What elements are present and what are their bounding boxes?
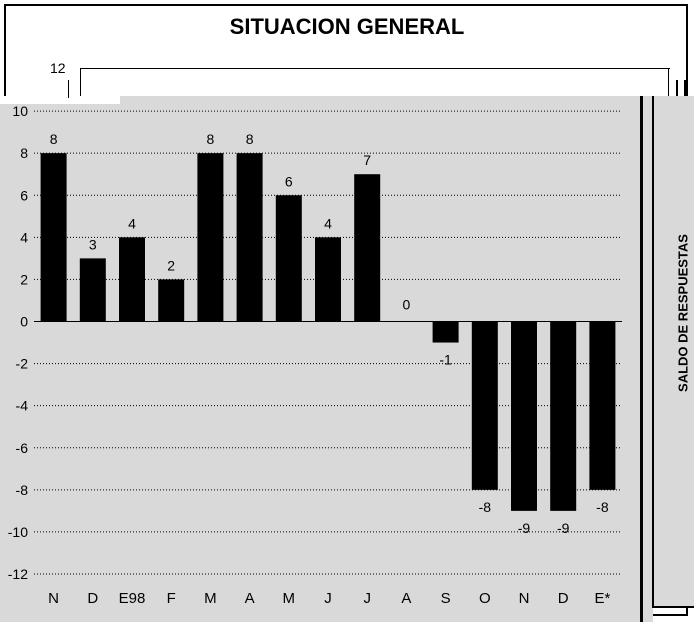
data-label: -8 <box>596 499 609 515</box>
x-tick-label: E98 <box>119 590 146 607</box>
data-label: 7 <box>363 152 371 168</box>
x-tick-label: A <box>401 590 411 607</box>
x-tick-label: M <box>204 590 217 607</box>
bar <box>119 237 145 322</box>
data-label: 3 <box>89 236 97 252</box>
data-label: 4 <box>324 215 332 231</box>
bar <box>197 153 224 322</box>
bar <box>79 258 106 322</box>
bar <box>511 321 537 511</box>
bar <box>354 174 381 322</box>
chart-title: SITUACION GENERAL <box>229 14 465 39</box>
frame-tick <box>668 68 669 98</box>
data-label: 2 <box>167 257 175 273</box>
data-label: 4 <box>128 215 136 231</box>
y-tick-label: -8 <box>16 482 29 498</box>
y-tick-label: 8 <box>20 145 28 161</box>
x-tick-label: A <box>245 590 255 607</box>
x-tick-label: N <box>48 590 59 607</box>
bar <box>432 321 459 343</box>
data-label: 0 <box>403 297 411 313</box>
x-tick-label: J <box>324 590 332 607</box>
frame-tick <box>676 80 678 100</box>
data-label: -9 <box>518 520 531 536</box>
right-gap <box>642 96 653 622</box>
y-tick-label: -10 <box>8 524 28 540</box>
y-tick-label: 6 <box>20 187 28 203</box>
y-axis-label-panel <box>652 96 694 608</box>
y-tick-label: 0 <box>20 314 28 330</box>
frame-tick <box>684 80 686 100</box>
x-tick-label: O <box>479 590 491 607</box>
bar <box>158 279 185 322</box>
data-label: -8 <box>479 499 492 515</box>
x-tick-label: D <box>558 590 569 607</box>
bar <box>40 153 67 322</box>
data-label: -1 <box>439 352 452 368</box>
y-tick-label: -6 <box>16 440 29 456</box>
bar <box>236 153 263 322</box>
y-tick-label: 2 <box>20 271 28 287</box>
bar <box>471 321 498 490</box>
x-tick-label: D <box>87 590 98 607</box>
data-label: 6 <box>285 173 293 189</box>
x-tick-label: N <box>519 590 530 607</box>
x-tick-label: E* <box>594 590 610 607</box>
bar <box>315 237 341 322</box>
frame-top-line <box>80 68 670 69</box>
y-tick-label: -12 <box>8 566 28 582</box>
y-tick-label: -2 <box>16 356 29 372</box>
y-tick-label: 4 <box>20 229 28 245</box>
frame-tick <box>4 80 6 100</box>
plot-area-notch <box>0 96 120 104</box>
y-axis-top-line <box>68 80 69 98</box>
bar <box>550 321 577 511</box>
data-label: 8 <box>50 131 58 147</box>
data-label: -9 <box>557 520 570 536</box>
bar <box>275 195 302 322</box>
data-label: 8 <box>207 131 215 147</box>
x-tick-label: J <box>363 590 371 607</box>
x-tick-label: S <box>441 590 451 607</box>
y-tick-label: -4 <box>16 398 29 414</box>
x-tick-label: M <box>283 590 296 607</box>
frame-tick <box>80 68 81 98</box>
x-tick-label: F <box>167 590 176 607</box>
bar <box>589 321 616 490</box>
y-tick-label: 10 <box>12 103 28 119</box>
y-tick-label-top: 12 <box>50 60 66 76</box>
data-label: 8 <box>246 131 254 147</box>
